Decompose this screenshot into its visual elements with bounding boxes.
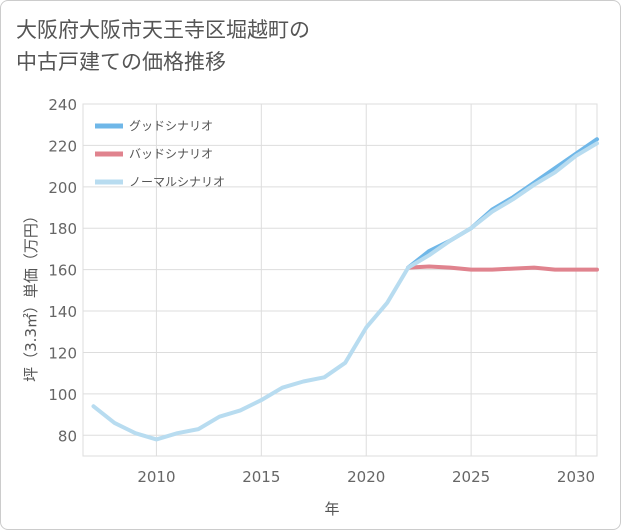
y-tick-100: 100 <box>48 386 77 404</box>
y-tick-120: 120 <box>48 344 77 362</box>
x-tick-2010: 2010 <box>137 468 175 486</box>
legend-label-2: ノーマルシナリオ <box>129 175 225 189</box>
y-tick-140: 140 <box>48 303 77 321</box>
x-tick-2015: 2015 <box>242 468 280 486</box>
chart-title: 大阪府大阪市天王寺区堀越町の 中古戸建ての価格推移 <box>16 18 310 74</box>
y-axis-label: 坪（3.3㎡）単価（万円） <box>22 208 40 382</box>
x-tick-2025: 2025 <box>452 468 490 486</box>
y-tick-160: 160 <box>48 262 77 280</box>
y-tick-80: 80 <box>58 427 77 445</box>
series-lines <box>91 137 599 442</box>
y-tick-240: 240 <box>48 96 77 114</box>
x-tick-2020: 2020 <box>347 468 385 486</box>
series-line-2 <box>91 141 599 442</box>
legend-label-1: バッドシナリオ <box>129 147 213 161</box>
series-line-1 <box>406 264 599 272</box>
y-tick-labels: 80 100 120 140 160 180 200 220 240 <box>48 96 77 445</box>
y-tick-200: 200 <box>48 179 77 197</box>
legend-label-0: グッドシナリオ <box>129 119 213 133</box>
plot-area <box>82 103 598 457</box>
x-tick-labels: 2010 2015 2020 2025 2030 <box>137 468 595 486</box>
x-tick-2030: 2030 <box>557 468 595 486</box>
x-axis-label: 年 <box>324 500 339 518</box>
y-tick-220: 220 <box>48 137 77 155</box>
gridlines <box>83 103 597 456</box>
y-tick-180: 180 <box>48 220 77 238</box>
